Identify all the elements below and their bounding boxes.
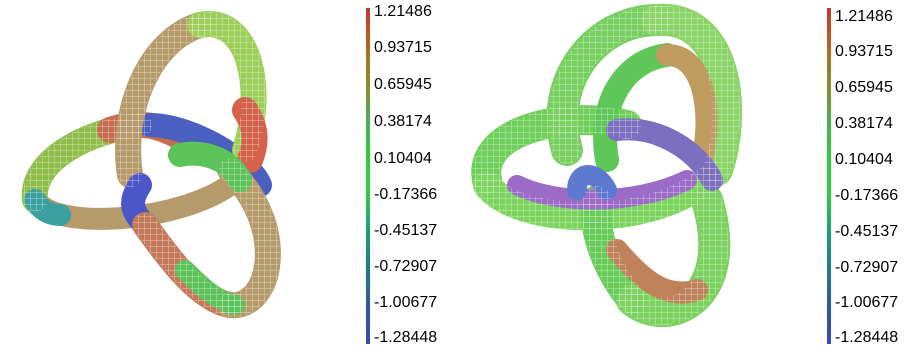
colorbar-tick-label: -0.45137 (835, 223, 899, 240)
colorbar-tick-label: 1.21486 (835, 8, 893, 25)
colorbar-labels-left: 1.21486 0.93715 0.65945 0.38174 0.10404 … (374, 0, 484, 352)
colorbar-tick-label: 0.10404 (374, 150, 432, 167)
colorbar-tick-label: 0.10404 (835, 151, 893, 168)
colorbar-tick-label: -1.00677 (835, 294, 899, 311)
colorbar-tick-label: -1.00677 (374, 294, 438, 311)
trefoil-knot-mesh-left (21, 11, 281, 319)
left-visualization-panel: 1.21486 0.93715 0.65945 0.38174 0.10404 … (21, 3, 437, 346)
colorbar-tick-label: 0.65945 (374, 76, 432, 93)
colorbar-tick-label: -0.72907 (374, 258, 438, 275)
colorbar-left (366, 8, 370, 344)
colorbar-tick-label: 1.21486 (374, 3, 432, 20)
colorbar-tick-label: 0.38174 (835, 115, 893, 132)
right-visualization-panel: 1.21486 0.93715 0.65945 0.38174 0.10404 … (457, 0, 914, 352)
triple-tube-knot-mesh-right (471, 3, 743, 328)
colorbar-tick-label: -1.28448 (835, 329, 899, 346)
colorbar-tick-label: 0.38174 (374, 113, 432, 130)
colorbar-tick-label: -0.45137 (374, 222, 438, 239)
colorbar-labels-right: 1.21486 0.93715 0.65945 0.38174 0.10404 … (835, 0, 914, 352)
colorbar-right (827, 8, 831, 344)
colorbar-tick-label: -0.17366 (374, 186, 438, 203)
colorbar-tick-label: -0.17366 (835, 187, 899, 204)
colorbar-tick-label: 0.93715 (835, 43, 893, 60)
colorbar-tick-label: -1.28448 (374, 329, 438, 346)
colorbar-tick-label: 0.93715 (374, 39, 432, 56)
colorbar-tick-label: 0.65945 (835, 79, 893, 96)
colorbar-tick-label: -0.72907 (835, 259, 899, 276)
